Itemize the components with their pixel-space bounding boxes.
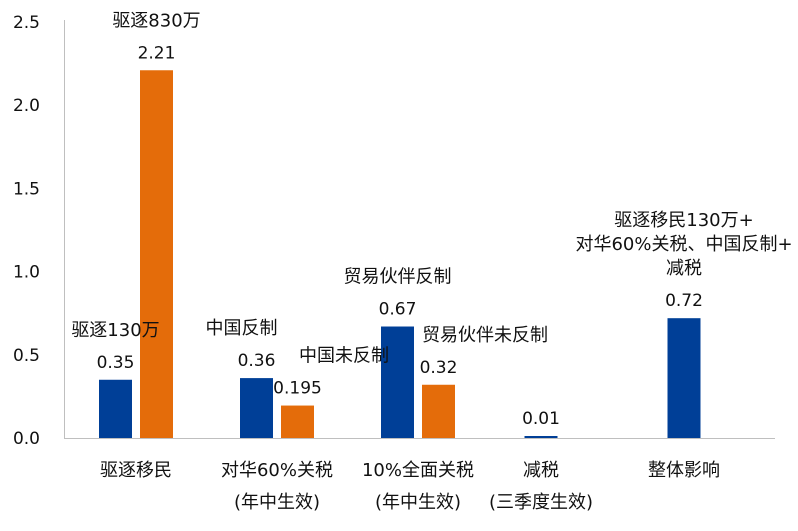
x-tick-label: (三季度生效) (489, 492, 593, 513)
x-tick-label: (年中生效) (234, 492, 320, 513)
annotation-label: 中国未反制 (299, 346, 389, 367)
x-tick-label: 整体影响 (648, 460, 720, 481)
data-label: 0.67 (379, 300, 417, 320)
bar (524, 436, 558, 438)
bar (140, 70, 173, 439)
y-axis: 0.0 0.5 1.0 1.5 2.0 2.5 (13, 13, 775, 449)
annotation-label: 减税 (666, 258, 702, 279)
bar (99, 379, 132, 438)
annotation-label: 贸易伙伴未反制 (422, 325, 548, 346)
data-label: 2.21 (138, 43, 176, 63)
data-label: 0.72 (665, 291, 703, 311)
annotation-label: 驱逐830万 (112, 10, 200, 31)
y-tick-label: 1.0 (13, 263, 40, 283)
annotation-label: 中国反制 (206, 318, 278, 339)
annotation-label: 对华60%关税、中国反制+ (575, 234, 792, 255)
x-tick-label: 减税 (523, 460, 559, 481)
bars (99, 70, 701, 439)
bar (381, 326, 414, 438)
annotation-label: 驱逐移民130万+ (614, 210, 753, 231)
annotation-label: 贸易伙伴反制 (344, 267, 452, 288)
bar (422, 384, 455, 438)
data-label: 0.195 (273, 379, 322, 399)
y-tick-label: 0.0 (13, 429, 40, 449)
data-label: 0.32 (420, 358, 458, 378)
annotation-label: 驱逐130万 (71, 320, 159, 341)
data-label: 0.01 (522, 409, 560, 429)
x-tick-label: 驱逐移民 (100, 460, 172, 481)
data-label: 0.35 (97, 353, 135, 373)
x-tick-label: 10%全面关税 (362, 460, 474, 481)
x-tick-label: 对华60%关税 (221, 460, 333, 481)
bar (240, 378, 273, 438)
y-tick-label: 0.5 (13, 346, 40, 366)
x-tick-label: (年中生效) (375, 492, 461, 513)
y-tick-label: 1.5 (13, 179, 40, 199)
bar (667, 318, 701, 438)
y-tick-label: 2.5 (13, 13, 40, 33)
y-tick-label: 2.0 (13, 96, 40, 116)
data-label: 0.36 (238, 351, 276, 371)
bar (281, 405, 314, 438)
